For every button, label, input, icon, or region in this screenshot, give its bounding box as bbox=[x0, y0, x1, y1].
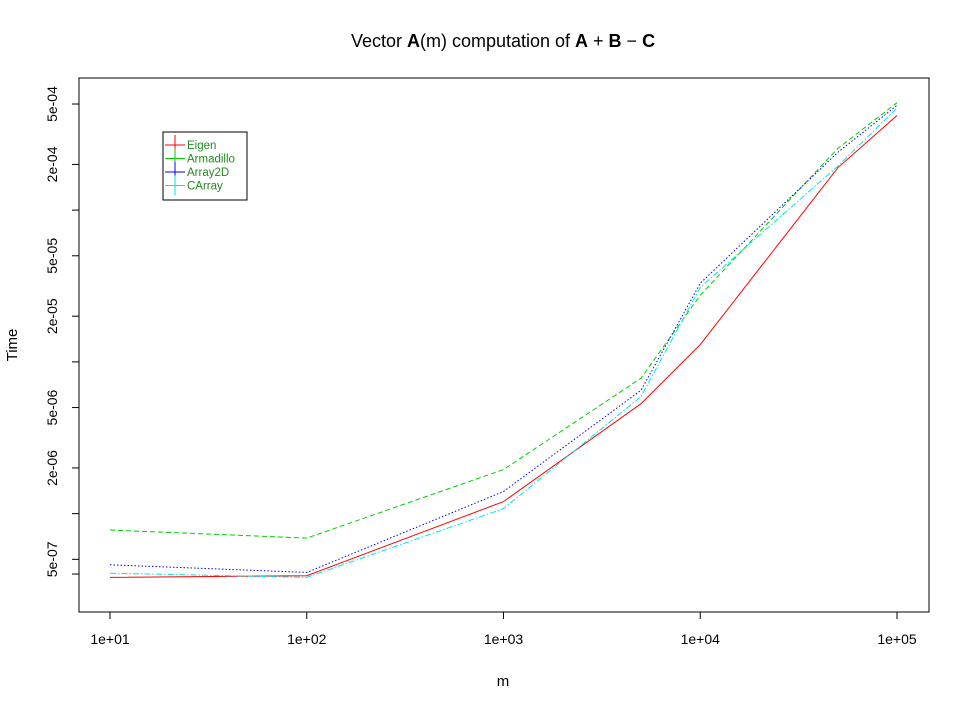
title-part-0: Vector bbox=[351, 31, 407, 51]
x-tick-label: 1e+02 bbox=[287, 631, 327, 647]
title-part-6: − bbox=[622, 31, 643, 51]
legend-label-eigen: Eigen bbox=[187, 140, 216, 152]
y-tick-label: 5e-05 bbox=[44, 238, 60, 274]
title-part-4: + bbox=[588, 31, 609, 51]
series-line-armadillo bbox=[109, 102, 898, 539]
x-axis-title: m bbox=[497, 673, 510, 690]
title-part-2: (m) computation of bbox=[420, 31, 575, 51]
x-axis: 1e+01 1e+02 1e+03 1e+04 1e+05 bbox=[90, 611, 917, 647]
series-line-array2d bbox=[109, 104, 898, 573]
title-part-1: A bbox=[407, 31, 420, 51]
y-tick-label: 2e-06 bbox=[44, 450, 60, 486]
legend-label-array2d: Array2D bbox=[187, 167, 229, 179]
y-tick-label: 5e-06 bbox=[44, 389, 60, 425]
legend-box bbox=[162, 131, 248, 201]
legend-label-armadillo: Armadillo bbox=[187, 154, 235, 166]
y-axis: 5e-07 2e-06 5e-06 2e-05 5e-05 2e-04 5e-04 bbox=[44, 86, 80, 577]
title-part-5: B bbox=[609, 31, 622, 51]
series-layer bbox=[109, 102, 898, 578]
x-tick-label: 1e+05 bbox=[877, 631, 917, 647]
legend-label-carray: CArray bbox=[187, 181, 223, 193]
x-tick-label: 1e+03 bbox=[484, 631, 524, 647]
chart-title: Vector A(m) computation of A + B − C bbox=[351, 31, 655, 51]
y-tick-label: 2e-05 bbox=[44, 298, 60, 334]
x-tick-label: 1e+01 bbox=[90, 631, 130, 647]
title-part-3: A bbox=[575, 31, 588, 51]
y-tick-label: 5e-04 bbox=[44, 86, 60, 122]
series-line-carray bbox=[109, 107, 898, 578]
x-tick-label: 1e+04 bbox=[681, 631, 721, 647]
y-tick-label: 5e-07 bbox=[44, 541, 60, 577]
series-line-eigen bbox=[109, 115, 898, 578]
y-axis-title: Time bbox=[4, 329, 21, 362]
title-part-7: C bbox=[642, 31, 655, 51]
y-tick-label: 2e-04 bbox=[44, 146, 60, 182]
